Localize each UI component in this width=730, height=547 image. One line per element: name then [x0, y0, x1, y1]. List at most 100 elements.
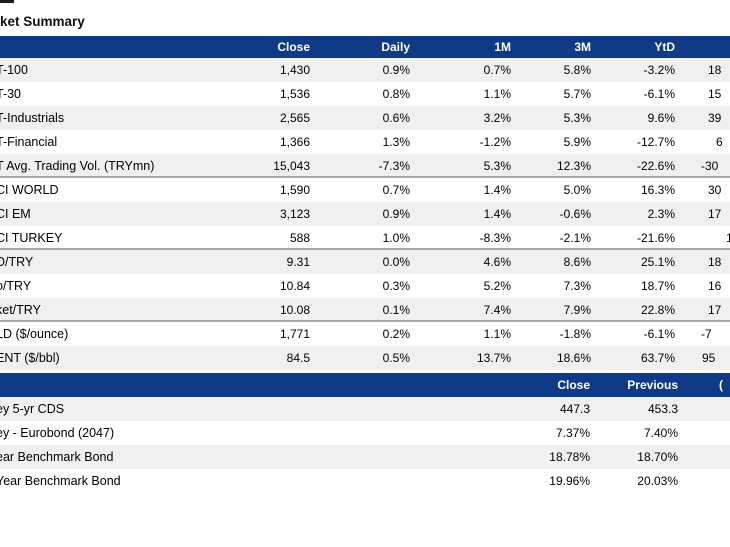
cell-3m: 5.3% — [563, 111, 591, 125]
cell-ytd: -22.6% — [636, 159, 675, 173]
cell-clipped: 18 — [708, 255, 722, 269]
cell-3m: -2.1% — [559, 231, 591, 245]
cell-ytd: -3.2% — [643, 63, 675, 77]
cell-clipped: 30 — [708, 183, 722, 197]
row-label: T-30 — [0, 87, 22, 101]
row-label: ket/TRY — [0, 303, 41, 317]
table-row: T-100 1,430 0.9% 0.7% 5.8% -3.2% 18 — [0, 58, 730, 82]
row-label: ENT ($/bbl) — [0, 351, 60, 365]
cell-clipped: 6 — [716, 135, 723, 149]
table-row: T-Industrials 2,565 0.6% 3.2% 5.3% 9.6% 39 — [0, 106, 730, 130]
row-label: ey - Eurobond (2047) — [0, 426, 115, 440]
cell-clipped: 15 — [708, 87, 722, 101]
column-header-1m: 1M — [494, 40, 511, 54]
table-row: CI EM 3,123 0.9% 1.4% -0.6% 2.3% 17 — [0, 202, 730, 226]
table-row: Year Benchmark Bond 19.96% 20.03% — [0, 469, 730, 493]
cell-3m: -1.8% — [559, 327, 591, 341]
row-label: ey 5-yr CDS — [0, 402, 65, 416]
cell-daily: 0.9% — [382, 63, 410, 77]
table-row: D/TRY 9.31 0.0% 4.6% 8.6% 25.1% 18 — [0, 250, 730, 274]
cell-ytd: 63.7% — [640, 351, 675, 365]
row-label: ear Benchmark Bond — [0, 450, 114, 464]
cell-daily: 0.2% — [382, 327, 410, 341]
cell-previous: 20.03% — [637, 474, 678, 488]
cell-ytd: 18.7% — [640, 279, 675, 293]
cell-ytd: 22.8% — [640, 303, 675, 317]
row-label: CI WORLD — [0, 183, 59, 197]
cell-previous: 18.70% — [637, 450, 678, 464]
cell-close: 588 — [289, 231, 310, 245]
cell-1m: 4.6% — [483, 255, 511, 269]
cell-clipped: 39 — [708, 111, 722, 125]
cell-daily: 0.5% — [382, 351, 410, 365]
cell-3m: 7.3% — [563, 279, 591, 293]
table-row: CI TURKEY 588 1.0% -8.3% -2.1% -21.6% 1 — [0, 226, 730, 250]
row-label: o/TRY — [0, 279, 32, 293]
cell-close: 18.78% — [549, 450, 590, 464]
cell-ytd: 25.1% — [640, 255, 675, 269]
cell-close: 9.31 — [286, 255, 310, 269]
cell-daily: 0.3% — [382, 279, 410, 293]
row-label: CI TURKEY — [0, 231, 63, 245]
cell-close: 1,536 — [279, 87, 310, 101]
cell-ytd: 16.3% — [640, 183, 675, 197]
cell-daily: 0.9% — [382, 207, 410, 221]
column-header-daily: Daily — [381, 40, 410, 54]
cell-daily: 0.1% — [382, 303, 410, 317]
market-table-header: Close Daily 1M 3M YtD — [0, 36, 730, 58]
cell-1m: 5.3% — [483, 159, 511, 173]
table-row: ket/TRY 10.08 0.1% 7.4% 7.9% 22.8% 17 — [0, 298, 730, 322]
table-row: T-Financial 1,366 1.3% -1.2% 5.9% -12.7% 6 — [0, 130, 730, 154]
cell-1m: 1.4% — [483, 207, 511, 221]
cell-previous: 453.3 — [647, 402, 678, 416]
cell-close: 10.08 — [279, 303, 310, 317]
cell-clipped: 18 — [708, 63, 722, 77]
cell-ytd: 9.6% — [647, 111, 675, 125]
cell-clipped: 16 — [708, 279, 722, 293]
cell-ytd: -6.1% — [643, 87, 675, 101]
row-label: T-100 — [0, 63, 28, 77]
section-divider — [0, 319, 730, 322]
cell-close: 15,043 — [273, 159, 310, 173]
cell-1m: 7.4% — [483, 303, 511, 317]
cell-clipped: 95 — [702, 351, 716, 365]
row-label: T-Financial — [0, 135, 58, 149]
column-header-3m: 3M — [574, 40, 591, 54]
rates-table-header: ( Close Previous — [0, 373, 730, 397]
cell-1m: 1.1% — [483, 87, 511, 101]
cell-1m: 13.7% — [476, 351, 511, 365]
cell-daily: 0.6% — [382, 111, 410, 125]
cell-3m: -0.6% — [559, 207, 591, 221]
column-header-close: Close — [557, 378, 590, 392]
cell-clipped: 17 — [708, 303, 722, 317]
cell-clipped: -30 — [701, 159, 719, 173]
cell-clipped: 17 — [708, 207, 722, 221]
market-table-body: T-100 1,430 0.9% 0.7% 5.8% -3.2% 18 T-30 1,536 0.… — [0, 58, 730, 370]
cell-ytd: -6.1% — [643, 327, 675, 341]
cell-close: 10.84 — [279, 279, 310, 293]
section-divider — [0, 175, 730, 178]
cell-3m: 5.9% — [563, 135, 591, 149]
cell-1m: 5.2% — [483, 279, 511, 293]
cell-daily: 1.0% — [382, 231, 410, 245]
clipped-column-header: ( — [719, 378, 723, 392]
cell-previous: 7.40% — [643, 426, 678, 440]
column-header-close: Close — [277, 40, 310, 54]
row-label: CI EM — [0, 207, 31, 221]
row-label: T Avg. Trading Vol. (TRYmn) — [0, 159, 155, 173]
column-header-ytd: YtD — [654, 40, 675, 54]
cell-3m: 5.8% — [563, 63, 591, 77]
cell-3m: 5.0% — [563, 183, 591, 197]
table-row: ENT ($/bbl) 84.5 0.5% 13.7% 18.6% 63.7% 95 — [0, 346, 730, 370]
section-divider — [0, 247, 730, 250]
table-row: T Avg. Trading Vol. (TRYmn) 15,043 -7.3% 5.… — [0, 154, 730, 178]
cell-1m: -8.3% — [479, 231, 511, 245]
cell-close: 3,123 — [279, 207, 310, 221]
column-header-previous: Previous — [627, 378, 678, 392]
cell-close: 1,430 — [279, 63, 310, 77]
table-row: o/TRY 10.84 0.3% 5.2% 7.3% 18.7% 16 — [0, 274, 730, 298]
row-label: Year Benchmark Bond — [0, 474, 121, 488]
cell-3m: 12.3% — [556, 159, 591, 173]
cell-ytd: 2.3% — [647, 207, 675, 221]
clipped-text-fragment — [0, 0, 14, 3]
